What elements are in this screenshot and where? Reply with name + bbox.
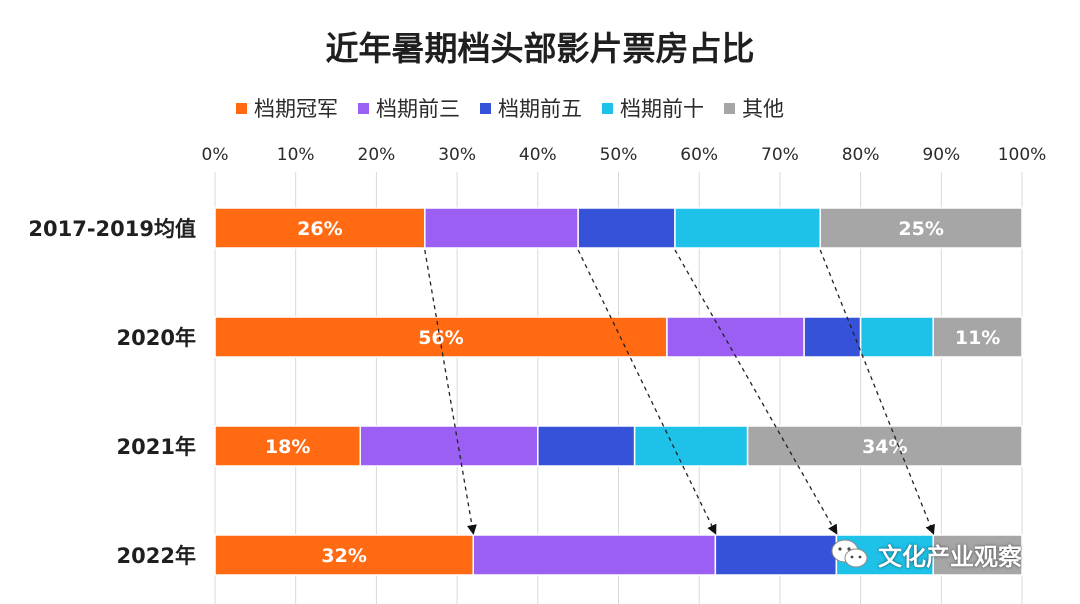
- x-tick-label: 90%: [922, 145, 960, 165]
- x-tick-label: 40%: [519, 145, 557, 165]
- legend-label: 档期冠军: [254, 97, 338, 121]
- bar-segment: [537, 425, 636, 467]
- x-tick-label: 50%: [600, 145, 638, 165]
- category-label: 2017-2019均值: [28, 217, 196, 241]
- bar-segment: [666, 316, 805, 358]
- bar-data-label: 26%: [297, 218, 342, 240]
- bar-segment: [803, 316, 862, 358]
- bar-segment: [424, 207, 579, 249]
- bar-segment: [214, 207, 426, 249]
- legend-item: 档期前十: [602, 93, 704, 123]
- legend-label: 档期前十: [620, 97, 704, 121]
- bar-data-label: 32%: [321, 545, 366, 567]
- x-tick-label: 70%: [761, 145, 799, 165]
- legend-swatch: [724, 102, 735, 114]
- watermark-text: 文化产业观察: [878, 542, 1022, 571]
- legend-item: 档期前五: [480, 93, 582, 123]
- legend-item: 档期前三: [358, 93, 460, 123]
- trend-arrow: [674, 249, 838, 535]
- bar-segment: [214, 425, 362, 467]
- bar-data-label: 18%: [265, 436, 310, 458]
- legend: 档期冠军 档期前三 档期前五 档期前十 其他: [236, 94, 784, 122]
- trend-arrow: [819, 249, 935, 535]
- bar-segment: [633, 425, 749, 467]
- legend-swatch: [602, 102, 613, 114]
- bar-segment: [674, 207, 821, 249]
- bar-segment: [932, 316, 1023, 358]
- bar-segment: [859, 316, 934, 358]
- x-tick-label: 60%: [680, 145, 718, 165]
- legend-swatch: [480, 102, 491, 114]
- bar-segment: [359, 425, 539, 467]
- bar-segment: [472, 534, 717, 576]
- legend-label: 档期前三: [376, 97, 460, 121]
- bar-segment: [714, 534, 838, 576]
- wechat-icon: [831, 539, 868, 568]
- category-label: 2022年: [117, 544, 196, 568]
- x-tick-label: 80%: [842, 145, 880, 165]
- bar-segment: [214, 534, 474, 576]
- legend-label: 档期前五: [498, 97, 582, 121]
- x-tick-label: 20%: [358, 145, 396, 165]
- trend-arrow: [424, 249, 477, 535]
- bar-segment: [932, 534, 1023, 576]
- x-tick-label: 100%: [998, 145, 1047, 165]
- x-tick-label: 0%: [202, 145, 229, 165]
- x-tick-label: 30%: [438, 145, 476, 165]
- chart-title: 近年暑期档头部影片票房占比: [325, 29, 755, 68]
- legend-swatch: [236, 102, 247, 114]
- x-tick-label: 10%: [277, 145, 315, 165]
- bar-segment: [577, 207, 676, 249]
- legend-swatch: [358, 102, 369, 114]
- bar-data-label: 25%: [898, 218, 943, 240]
- legend-label: 其他: [742, 97, 784, 121]
- watermark: 文化产业观察: [830, 530, 1050, 578]
- bar-segment: [214, 316, 668, 358]
- category-label: 2021年: [117, 435, 196, 459]
- legend-item: 档期冠军: [236, 93, 338, 123]
- bar-data-label: 34%: [862, 436, 907, 458]
- trend-arrow: [577, 249, 717, 535]
- bar-segment: [746, 425, 1023, 467]
- bar-segment: [819, 207, 1023, 249]
- bar-data-label: 56%: [418, 327, 463, 349]
- bar-data-label: 11%: [955, 327, 1000, 349]
- legend-item: 其他: [724, 93, 784, 123]
- category-label: 2020年: [117, 326, 196, 350]
